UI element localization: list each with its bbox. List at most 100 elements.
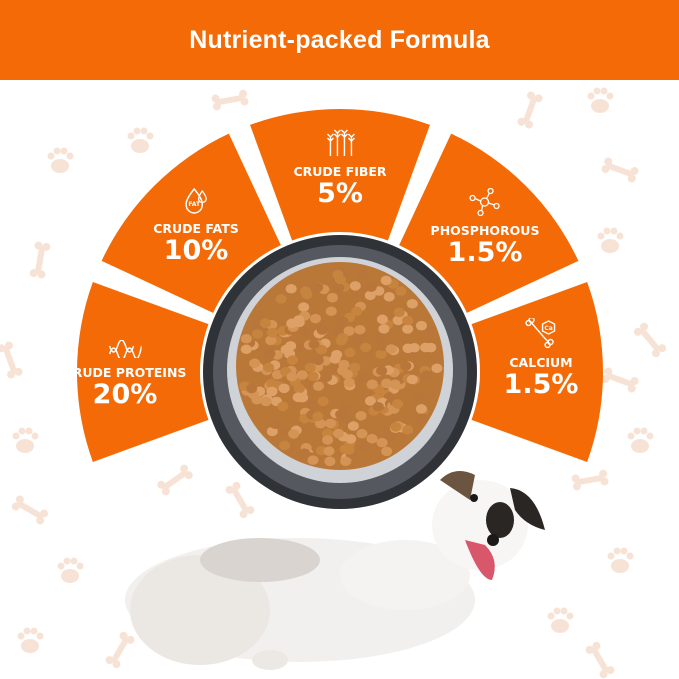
nutrient-label: CRUDE PROTEINS <box>63 365 187 380</box>
kibble <box>312 355 324 366</box>
nutrient-value: 20% <box>92 379 158 410</box>
kibble <box>380 275 392 286</box>
bone-pattern-icon <box>0 341 23 379</box>
bone-pattern-icon <box>633 322 667 358</box>
nutrient-label: CALCIUM <box>509 355 573 370</box>
kibble <box>298 448 310 458</box>
paw-pattern-icon <box>587 87 614 113</box>
kibble <box>299 327 311 337</box>
kibble <box>312 381 324 391</box>
kibble <box>249 358 261 369</box>
kibble <box>293 341 305 352</box>
nutrient-phosphorous: PHOSPHOROUS 1.5% <box>430 187 540 268</box>
nutrient-crude-proteins: CRUDE PROTEINS 20% <box>63 339 187 410</box>
kibble <box>376 365 388 376</box>
kibble <box>340 456 352 467</box>
kibble <box>332 428 344 439</box>
nutrient-segment-crude-fiber <box>250 108 430 241</box>
kibble <box>354 324 366 335</box>
kibble <box>376 314 388 325</box>
kibble <box>417 413 429 423</box>
kibble <box>308 339 320 350</box>
bone-pattern-icon <box>105 631 135 669</box>
kibble <box>338 359 350 370</box>
kibble <box>249 321 261 331</box>
paw-pattern-icon <box>17 627 44 653</box>
kibble <box>252 310 264 321</box>
kibble <box>269 419 281 430</box>
kibble <box>266 378 278 389</box>
kibble <box>385 344 397 354</box>
kibble <box>372 401 384 412</box>
kibble <box>240 344 252 355</box>
kibble <box>312 411 324 422</box>
kibble <box>390 422 402 432</box>
kibble <box>360 342 372 353</box>
kibble <box>298 302 310 312</box>
kibble <box>240 333 252 344</box>
kibble <box>408 342 420 353</box>
nutrient-crude-fats: FAT CRUDE FATS 10% <box>153 186 239 266</box>
kibble <box>366 379 378 390</box>
kibble <box>315 418 327 429</box>
kibble <box>293 383 305 394</box>
paw-pattern-icon <box>627 427 654 453</box>
kibble <box>364 396 376 406</box>
kibble <box>296 370 308 380</box>
kibble <box>337 333 349 343</box>
kibble <box>332 269 344 280</box>
kibble <box>265 335 277 346</box>
nutrient-segment-calcium <box>471 282 603 462</box>
kibble <box>252 329 264 339</box>
nutrient-segment-phosphorous <box>399 133 579 313</box>
kibble <box>278 383 290 394</box>
kibble <box>264 349 276 359</box>
kibble <box>316 344 328 355</box>
bone-pattern-icon <box>601 157 639 183</box>
kibble <box>345 434 357 444</box>
kibble <box>376 437 388 448</box>
kibble <box>317 396 329 407</box>
kibble <box>389 379 401 390</box>
bone-pattern-icon <box>11 495 49 525</box>
kibble <box>328 362 340 373</box>
kibble <box>402 424 414 435</box>
nutrient-label: PHOSPHOROUS <box>430 223 540 238</box>
kibble <box>349 362 361 373</box>
kibble <box>402 324 414 334</box>
paw-bone-background-pattern <box>0 87 667 679</box>
bone-pattern-icon <box>29 241 51 279</box>
kibble <box>260 396 272 407</box>
kibble <box>347 421 359 431</box>
kibble <box>259 318 271 329</box>
nutrient-value: 5% <box>317 178 363 209</box>
kibble <box>356 270 368 280</box>
kibble <box>300 286 312 296</box>
kibble <box>351 306 363 317</box>
kibble <box>271 369 283 380</box>
food-bowl <box>203 235 477 509</box>
nutrient-calcium: Ca CALCIUM 1.5% <box>504 316 578 400</box>
kibble <box>335 409 347 420</box>
nutrient-crude-fiber: CRUDE FIBER 5% <box>293 125 387 209</box>
kibble <box>246 383 258 394</box>
dog-photo <box>125 471 545 670</box>
kibble <box>262 362 274 373</box>
bone-pattern-icon <box>517 91 543 129</box>
kibble <box>286 355 298 365</box>
kibble <box>312 282 324 293</box>
kibble <box>431 363 443 374</box>
fat-drop-icon: FAT <box>153 186 239 218</box>
paw-pattern-icon <box>127 127 154 153</box>
kibble <box>344 347 356 358</box>
nutrient-label: CRUDE FATS <box>153 221 239 236</box>
kibble <box>321 372 333 382</box>
kibble <box>266 327 278 338</box>
kibble <box>310 313 322 324</box>
kibble <box>376 341 388 351</box>
kibble <box>266 386 278 397</box>
kibble <box>297 392 309 403</box>
kibble <box>324 418 336 429</box>
kibble <box>286 371 298 382</box>
